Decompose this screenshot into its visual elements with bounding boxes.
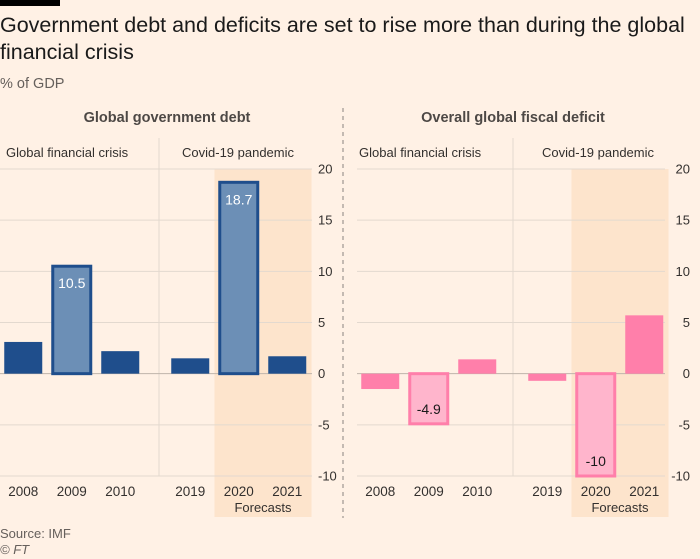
deficit-y-tick-label: 0 [683,366,690,381]
deficit-bar-2008 [361,373,400,390]
deficit-group-label: Global financial crisis [359,145,482,160]
debt-bar-2019 [171,358,210,374]
debt-bar-2021 [268,356,307,374]
debt-x-tick-label: 2019 [175,484,205,499]
deficit-y-tick-label: -10 [671,469,690,484]
deficit-x-tick-label: 2010 [462,484,492,499]
deficit-y-tick-label: 5 [683,315,690,330]
deficit-y-tick-label: 20 [676,162,690,177]
debt-x-tick-label: 2010 [105,484,135,499]
deficit-y-tick-label: 10 [676,264,690,279]
debt-y-tick-label: 15 [318,213,332,228]
debt-x-tick-label: 2009 [57,484,87,499]
debt-group-label: Covid-19 pandemic [182,145,295,160]
deficit-bar-2009 [408,372,450,426]
debt-bar-2010 [101,351,140,374]
debt-bar-2008 [4,341,43,374]
deficit-x-tick-label: 2019 [532,484,562,499]
debt-y-tick-label: 0 [318,366,325,381]
deficit-data-label-2020: -10 [586,453,606,469]
debt-group-label: Global financial crisis [6,145,129,160]
debt-forecasts-label: Forecasts [234,500,292,515]
debt-x-tick-label: 2008 [8,484,38,499]
deficit-y-tick-label: 15 [676,213,690,228]
ft-top-bar [0,0,60,6]
deficit-x-tick-label: 2020 [581,484,611,499]
deficit-bar-2020 [575,372,617,478]
debt-data-label-2009: 10.5 [58,275,85,291]
deficit-forecasts-label: Forecasts [591,500,649,515]
credit-note: © FT [0,542,30,557]
chart-title: Government debt and deficits are set to … [0,13,685,64]
deficit-bar-2010 [458,359,497,374]
deficit-bar-2021 [625,315,664,374]
debt-x-tick-label: 2021 [272,484,302,499]
deficit-x-tick-label: 2021 [629,484,659,499]
deficit-x-tick-label: 2008 [365,484,395,499]
debt-y-tick-label: -5 [318,417,330,432]
deficit-panel-title: Overall global fiscal deficit [421,110,605,126]
debt-y-tick-label: 5 [318,315,325,330]
source-note: Source: IMF [0,526,71,541]
debt-panel-title: Global government debt [84,110,251,126]
debt-y-tick-label: -10 [318,469,337,484]
deficit-data-label-2009: -4.9 [417,401,441,417]
debt-bar-2020 [218,180,260,376]
debt-y-tick-label: 10 [318,264,332,279]
debt-data-label-2020: 18.7 [225,191,252,207]
chart-subtitle: % of GDP [0,76,65,92]
deficit-y-tick-label: -5 [678,417,690,432]
deficit-x-tick-label: 2009 [414,484,444,499]
debt-y-tick-label: 20 [318,162,332,177]
deficit-bar-2019 [528,373,567,381]
deficit-group-label: Covid-19 pandemic [542,145,655,160]
debt-x-tick-label: 2020 [224,484,254,499]
debt-bar-2009 [51,264,93,376]
